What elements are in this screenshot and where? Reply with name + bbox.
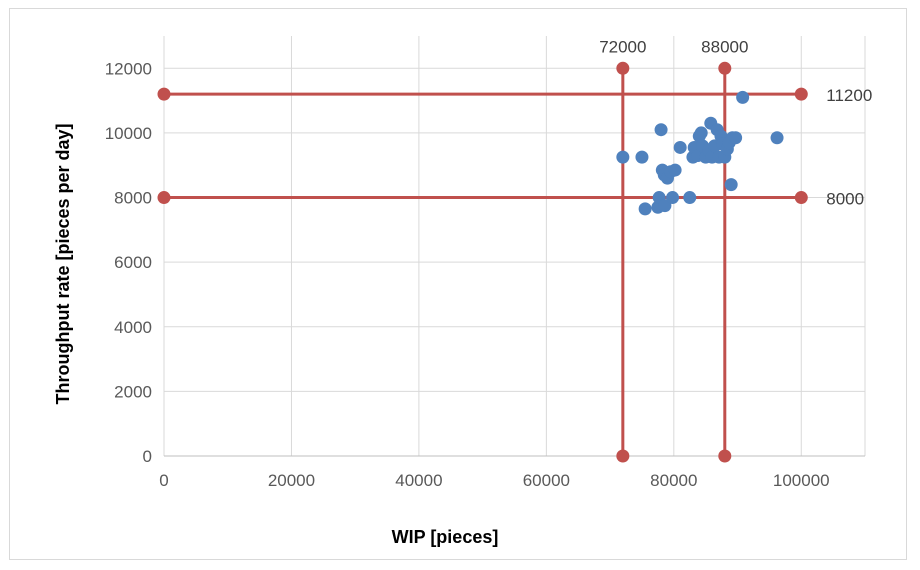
reference-line-endpoint: [718, 449, 732, 463]
reference-line-label: 88000: [701, 37, 748, 56]
data-point: [673, 140, 687, 154]
reference-line-endpoint: [794, 87, 808, 101]
data-point: [770, 131, 784, 145]
y-tick-label: 2000: [114, 382, 152, 401]
data-points: [616, 90, 784, 216]
chart-frame: 0 2000 4000 6000 8000 10000 12000 0 20000 40000 60…: [9, 8, 907, 560]
data-point: [729, 131, 743, 145]
y-tick-label: 0: [143, 447, 152, 466]
x-tick-label: 80000: [650, 471, 697, 490]
data-point: [668, 163, 682, 177]
reference-line-label: 72000: [599, 37, 646, 56]
y-axis-title: Throughput rate [pieces per day]: [53, 123, 73, 404]
data-point: [724, 178, 738, 192]
x-axis-title: WIP [pieces]: [392, 527, 499, 547]
tick-labels: 0 2000 4000 6000 8000 10000 12000 0 20000 40000 60…: [105, 59, 830, 490]
x-tick-label: 20000: [268, 471, 315, 490]
data-point: [654, 123, 668, 137]
data-point: [638, 202, 652, 216]
gridlines: [163, 36, 866, 457]
data-point: [683, 191, 697, 205]
x-tick-label: 0: [159, 471, 168, 490]
y-tick-label: 6000: [114, 253, 152, 272]
data-point: [666, 191, 680, 205]
reference-line-endpoint: [794, 191, 808, 205]
reference-labels: 72000 88000 11200 8000: [599, 37, 872, 208]
reference-line-endpoint: [616, 449, 630, 463]
data-point: [635, 150, 649, 164]
y-tick-label: 10000: [105, 124, 152, 143]
data-point: [736, 90, 750, 104]
reference-line-endpoint: [718, 61, 732, 75]
x-tick-label: 60000: [523, 471, 570, 490]
y-tick-label: 8000: [114, 189, 152, 208]
reference-line-endpoint: [616, 61, 630, 75]
x-tick-label: 40000: [395, 471, 442, 490]
reference-line-label: 8000: [826, 190, 864, 209]
reference-line-endpoint: [157, 191, 171, 205]
reference-line-endpoint: [157, 87, 171, 101]
data-point: [694, 126, 708, 140]
y-tick-label: 4000: [114, 318, 152, 337]
data-point: [616, 150, 630, 164]
x-tick-label: 100000: [773, 471, 830, 490]
scatter-chart: 0 2000 4000 6000 8000 10000 12000 0 20000 40000 60…: [53, 36, 872, 547]
data-point: [658, 199, 672, 213]
y-tick-label: 12000: [105, 59, 152, 78]
reference-line-label: 11200: [826, 86, 872, 105]
